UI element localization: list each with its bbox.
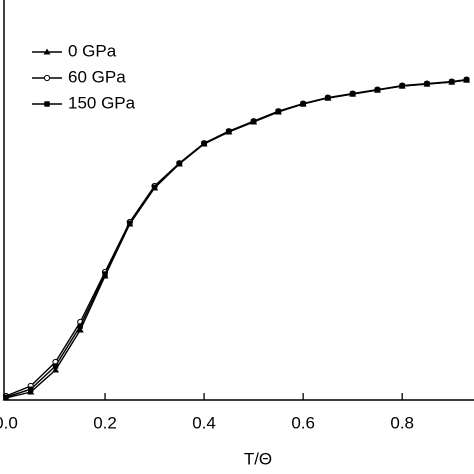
data-point (151, 184, 158, 190)
x-tick-label: 0.0 (0, 413, 18, 432)
x-tick-label: 0.2 (93, 413, 117, 432)
x-tick-label: 0.8 (390, 413, 414, 432)
series-line (5, 79, 467, 398)
data-point (102, 271, 108, 277)
legend-marker (43, 74, 51, 82)
data-point (463, 77, 470, 83)
data-point (28, 386, 34, 392)
data-point (250, 118, 257, 125)
data-point (325, 95, 331, 101)
data-point (201, 140, 207, 147)
data-point (52, 366, 60, 373)
legend-marker (44, 101, 50, 107)
data-point (374, 87, 381, 93)
x-axis-label: T/Θ (244, 449, 272, 468)
data-point (275, 108, 282, 115)
data-point (127, 220, 133, 226)
data-point (76, 326, 84, 333)
legend-label: 60 GPa (68, 67, 126, 86)
legend-label: 150 GPa (68, 93, 136, 112)
data-point (349, 91, 356, 97)
x-tick-label: 0.4 (192, 413, 216, 432)
legend-marker (43, 48, 51, 55)
data-point (3, 394, 9, 400)
data-point (52, 363, 59, 369)
data-point (176, 160, 183, 167)
series-line (5, 78, 467, 397)
legend-label: 0 GPa (68, 41, 117, 60)
data-point (77, 323, 83, 329)
data-point (300, 101, 306, 107)
data-point (399, 83, 405, 89)
x-tick-label: 0.6 (291, 413, 315, 432)
data-point (226, 128, 232, 135)
data-point (449, 79, 455, 85)
data-point (424, 81, 430, 87)
